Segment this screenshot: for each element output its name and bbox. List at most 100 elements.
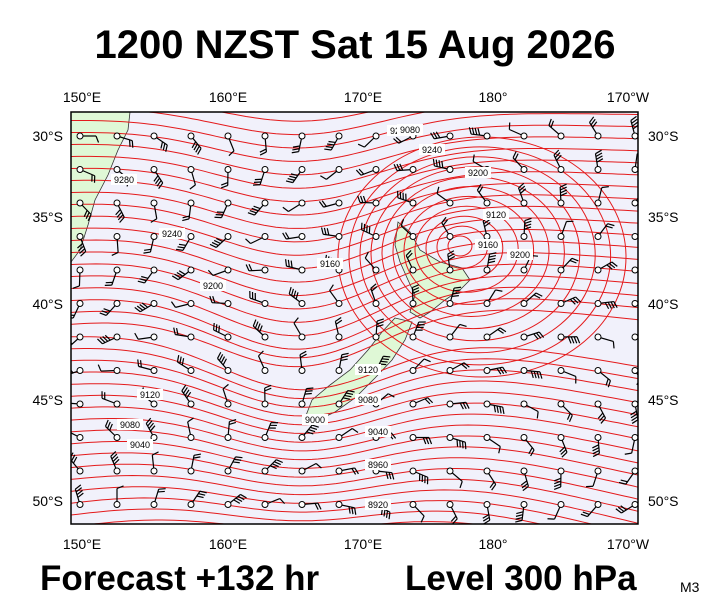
left-lat-label: 35°S [32,209,63,225]
barb-flag [328,140,336,144]
station [150,132,158,140]
barb-flag [376,318,384,322]
barb-flag [354,507,357,515]
contour-line [71,309,638,368]
barb-flag [645,344,646,351]
contour-line [71,348,638,400]
barb-flag [642,268,646,274]
contour-label-box [111,174,137,185]
contour-label: 9160 [478,240,498,250]
barb-flag [97,338,103,345]
barb-flag [489,481,495,489]
station [372,300,380,307]
station [409,233,417,240]
barb-flag [412,289,420,294]
station [224,199,232,207]
barb-flag [518,182,525,189]
barb-flag [631,419,638,424]
barb-flag [245,264,250,272]
barb-flag [643,230,649,234]
barb-flag [87,214,92,222]
barb-flag [111,251,119,256]
barb-flag [592,452,600,458]
station [446,132,454,140]
barb-flag [152,451,159,456]
barb-flag [285,180,293,184]
barb-flag [607,380,612,388]
station [594,233,602,240]
barb-flag [400,219,405,227]
barb-flag [496,368,502,375]
station [187,266,195,274]
contour-labels: 9280924092009280924092009120916092009160… [111,124,533,510]
barb-flag [482,514,490,519]
station [409,367,417,374]
barb-flag [340,358,348,362]
barb-flag [592,450,600,455]
barb-flag [324,148,332,151]
contour-line [71,252,638,310]
station [631,434,638,441]
barb-flag [329,284,334,291]
barb-flag [631,416,638,422]
barb-flag [276,459,283,464]
barb-flag [99,312,107,316]
barb-flag [150,218,158,223]
station [298,199,306,207]
station [298,333,306,341]
barb-flag [452,518,458,524]
station [261,199,269,207]
barb-flag [538,331,545,338]
contour-label: 8960 [368,460,388,470]
barb-flag [186,391,192,399]
station [150,333,158,341]
barb-flag [348,506,351,514]
barb-flag [320,175,327,180]
barb-flag [284,232,290,239]
barb-flag [465,402,470,409]
station [520,132,528,140]
barb-flag [515,516,523,520]
station [594,467,602,475]
contour-line [71,406,638,443]
station [483,467,491,475]
barb-flag [648,267,652,273]
barb-flag [630,115,637,122]
barb-flag [459,323,467,327]
barb-flag [477,128,481,136]
barb-flag [300,353,307,359]
station [446,300,454,307]
station [409,166,417,173]
barb-flag [305,390,313,392]
barb-flag [613,301,618,309]
barb-flag [553,486,561,490]
barb-flag [304,392,312,395]
barb-flag [471,127,475,135]
barb-flag [269,465,277,470]
contour-label-box [159,228,185,239]
north-island [394,221,471,319]
low-contour [425,215,504,281]
contour-line [71,336,638,391]
station [631,400,638,408]
barb-flag [620,479,628,483]
barb-flag [447,250,455,255]
barb-flag [395,136,402,143]
barb-flag [388,512,391,520]
barb-flag [452,292,460,295]
station [224,501,232,508]
station [298,300,306,307]
barb-flag [295,292,299,300]
barb-flag [645,268,649,274]
barb-flag [289,175,297,179]
barb-flag [524,223,532,227]
station [446,199,454,207]
level-label: Level 300 hPa [405,559,637,598]
station [446,233,454,240]
station [594,333,602,341]
barb-flag [605,225,613,229]
top-lon-label: 160°E [209,89,247,105]
station [150,266,158,274]
station [557,132,565,140]
barb-flag [548,118,552,126]
